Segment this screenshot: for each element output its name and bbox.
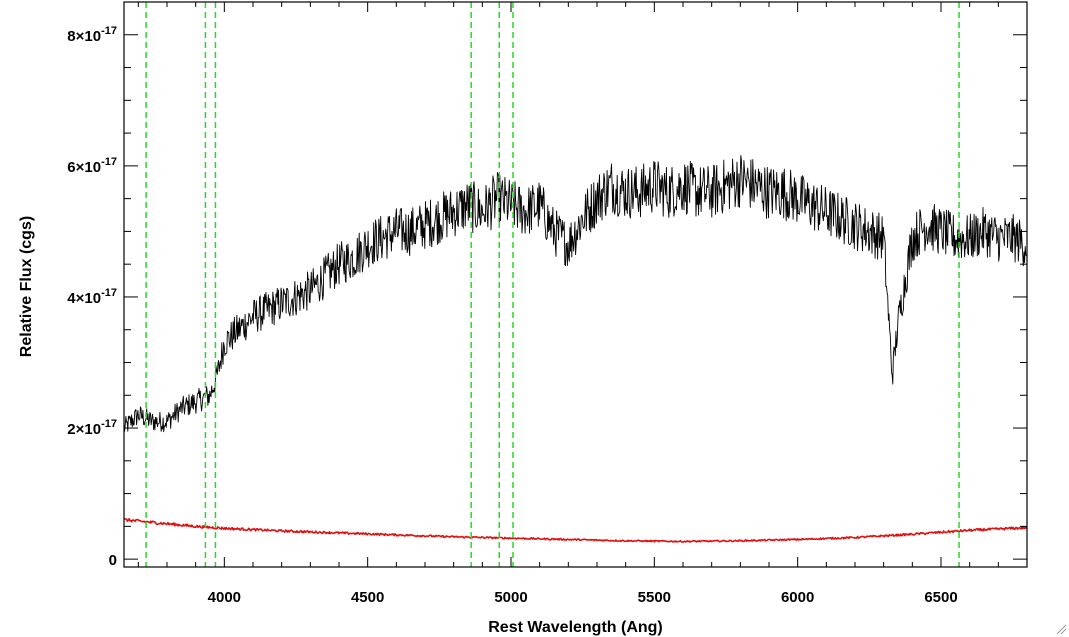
x-tick-label: 4500 — [351, 589, 384, 606]
y-tick-label: 4×10-17 — [67, 287, 117, 307]
y-tick-label: 0 — [109, 552, 117, 569]
spectrum-series-line — [124, 155, 1027, 433]
x-tick-label: 5000 — [494, 589, 527, 606]
emission-line-markers — [145, 2, 960, 567]
plot-content — [124, 155, 1027, 543]
x-tick-label: 6500 — [924, 589, 957, 606]
plot-frame — [123, 1, 1028, 568]
y-tick-label: 2×10-17 — [67, 418, 117, 438]
y-axis-title: Relative Flux (cgs) — [18, 216, 35, 357]
y-tick-label: 6×10-17 — [67, 156, 117, 176]
x-axis-ticks: 4000 4500 5000 5500 6000 6500 — [137, 2, 1028, 606]
resize-grip-icon[interactable] — [1055, 623, 1067, 635]
x-axis-title: Rest Wavelength (Ang) — [488, 619, 663, 636]
y-tick-label: 8×10-17 — [67, 25, 117, 45]
x-tick-label: 6000 — [781, 589, 814, 606]
x-tick-label: 5500 — [638, 589, 671, 606]
error-series-line — [124, 517, 1027, 543]
x-tick-label: 4000 — [208, 589, 241, 606]
y-axis-ticks: 0 2×10-17 4×10-17 6×10-17 8×10-17 — [67, 1, 1027, 569]
